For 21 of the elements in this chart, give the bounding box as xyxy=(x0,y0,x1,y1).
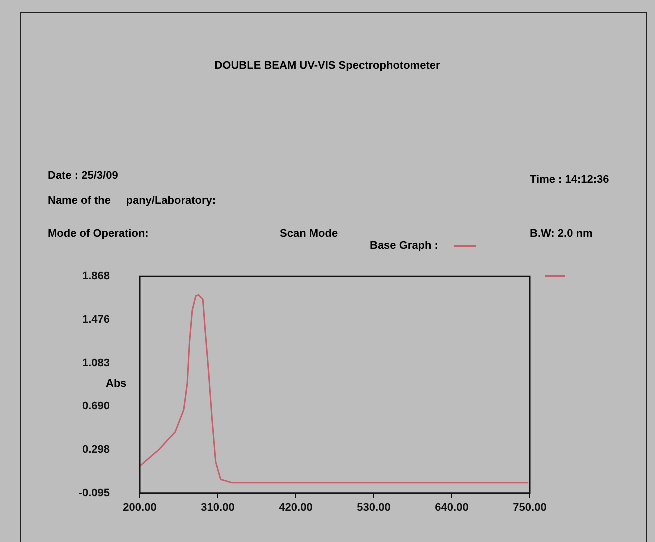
y-tick-label: 0.690 xyxy=(82,400,110,413)
x-tick-label: 750.00 xyxy=(513,502,547,514)
x-tick-label: 310.00 xyxy=(201,502,235,514)
text: Scan Mode xyxy=(280,228,338,240)
y-axis-title: Abs xyxy=(106,378,127,390)
text: Name of the pany/Laboratory: xyxy=(48,195,216,207)
x-tick-label: 200.00 xyxy=(123,502,157,514)
legend-label: Base Graph : xyxy=(370,240,438,252)
text: B.W: 2.0 nm xyxy=(530,228,593,240)
y-tick-label: 1.868 xyxy=(82,270,110,283)
y-tick-label: 1.083 xyxy=(82,357,110,370)
y-tick-label: 1.476 xyxy=(82,314,110,326)
y-tick-label: -0.095 xyxy=(78,487,110,500)
chart-title: DOUBLE BEAM UV-VIS Spectrophotometer xyxy=(214,60,442,72)
y-tick-label: 0.298 xyxy=(82,444,110,456)
text: Date : 25/3/09 xyxy=(48,170,118,182)
x-tick-label: 420.00 xyxy=(279,502,313,514)
x-tick-label: 530.00 xyxy=(357,502,391,514)
text: Time : 14:12:36 xyxy=(530,174,610,186)
x-tick-label: 640.00 xyxy=(435,502,469,514)
text: Mode of Operation: xyxy=(48,228,149,240)
